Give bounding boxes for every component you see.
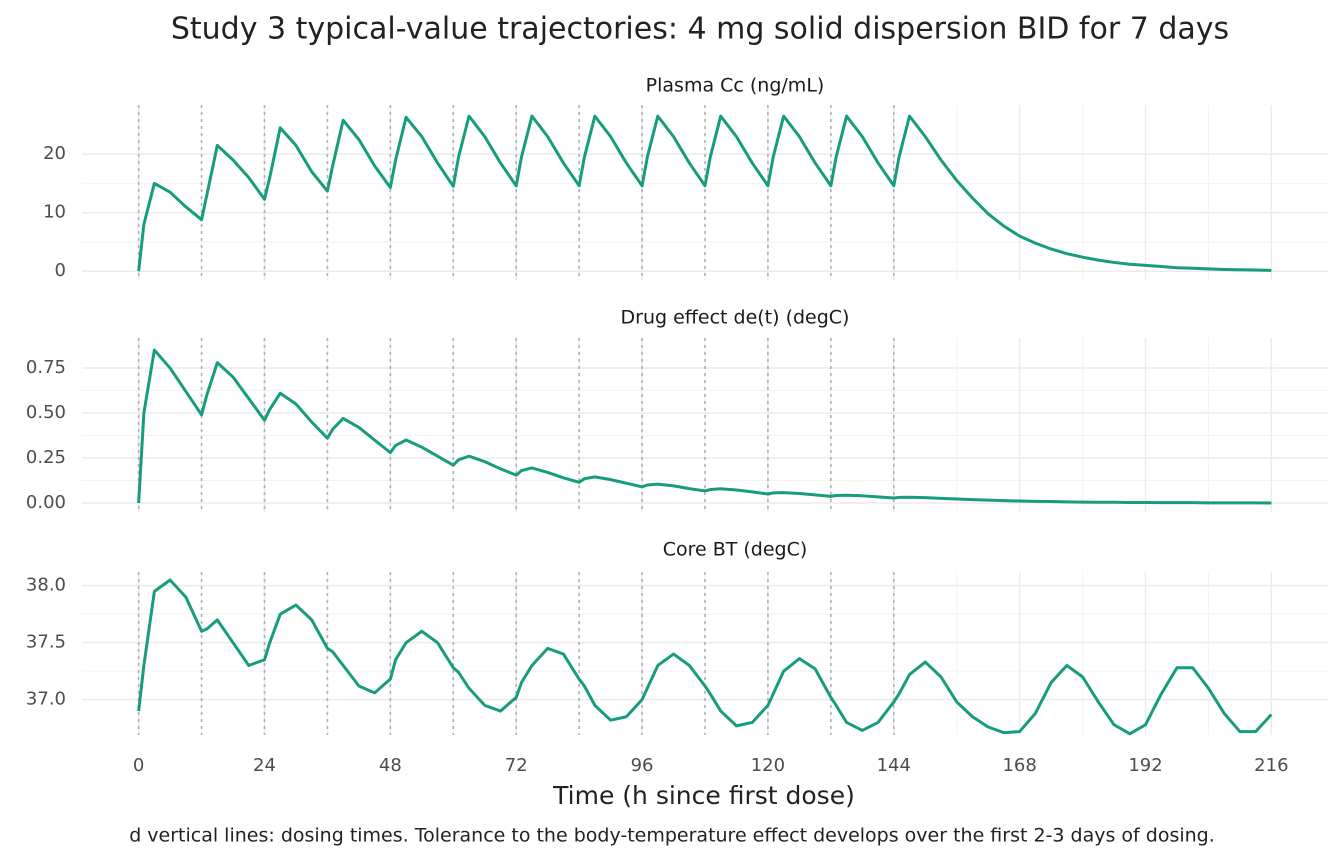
data-line <box>137 114 1272 272</box>
panel-title: Plasma Cc (ng/mL) <box>646 75 825 97</box>
y-tick-label: 0.00 <box>26 492 66 513</box>
x-tick-label: 24 <box>253 755 276 776</box>
x-tick-label: 192 <box>1128 755 1162 776</box>
x-tick-label: 144 <box>877 755 911 776</box>
data-line <box>137 348 1272 505</box>
y-tick-label: 0.25 <box>26 447 66 468</box>
y-tick-label: 38.0 <box>26 575 66 596</box>
caption: d vertical lines: dosing times. Toleranc… <box>129 825 1215 847</box>
x-tick-label: 216 <box>1254 755 1288 776</box>
panel-title: Core BT (degC) <box>663 539 808 561</box>
y-tick-label: 0.75 <box>26 357 66 378</box>
x-tick-label: 72 <box>505 755 528 776</box>
x-axis-title: Time (h since first dose) <box>552 781 855 810</box>
y-tick-label: 10 <box>43 202 66 223</box>
panel-title: Drug effect de(t) (degC) <box>621 307 850 329</box>
x-tick-label: 120 <box>751 755 785 776</box>
data-line <box>137 578 1273 736</box>
y-tick-label: 37.5 <box>26 632 66 653</box>
x-tick-label: 0 <box>133 755 144 776</box>
x-tick-label: 48 <box>379 755 402 776</box>
y-tick-label: 0.50 <box>26 402 66 423</box>
y-tick-label: 0 <box>55 260 66 281</box>
x-tick-label: 168 <box>1002 755 1036 776</box>
chart-title: Study 3 typical-value trajectories: 4 mg… <box>171 12 1229 47</box>
y-tick-label: 37.0 <box>26 689 66 710</box>
x-tick-label: 96 <box>631 755 654 776</box>
y-tick-label: 20 <box>43 143 66 164</box>
